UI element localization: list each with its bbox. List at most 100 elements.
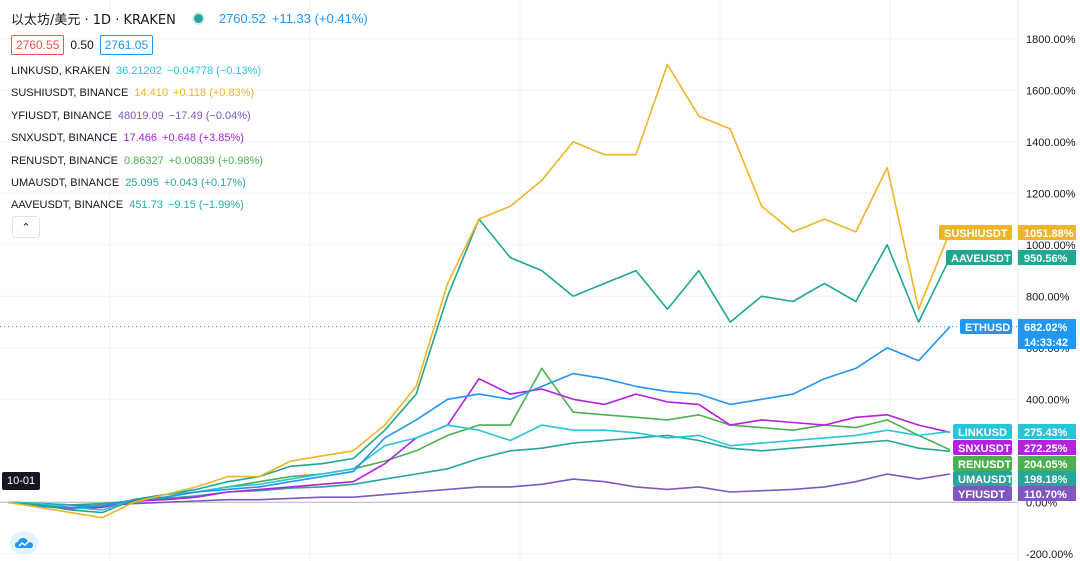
legend-row[interactable]: UMAUSDT, BINANCE 25.095 +0.043 (+0.17%) xyxy=(11,175,263,197)
eth-countdown-text: 14:33:42 xyxy=(1024,337,1068,349)
end-tag-umausdt: UMAUSDT 198.18% xyxy=(953,471,1076,486)
series-line-aaveusdt[interactable] xyxy=(7,218,951,514)
end-tag-value: 275.43% xyxy=(1024,427,1068,439)
series-line-ethusd[interactable] xyxy=(7,326,951,509)
legend-symbol: YFIUSDT, BINANCE xyxy=(11,109,112,122)
chevron-up-icon: ⌃ xyxy=(21,221,31,234)
chart-header: 以太坊/美元 · 1D · KRAKEN 2760.52 +11.33 (+0.… xyxy=(11,9,368,28)
end-tag-name: AAVEUSDT xyxy=(951,253,1011,265)
legend-symbol: SNXUSDT, BINANCE xyxy=(11,132,118,145)
end-tag-value: 950.56% xyxy=(1024,253,1068,265)
end-tag-name-box xyxy=(946,250,1012,265)
end-tag-name: LINKUSD xyxy=(958,427,1007,439)
legend-row[interactable]: SUSHIUSDT, BINANCE 14.410 +0.118 (+0.83%) xyxy=(11,85,263,107)
end-tag-name: SNXUSDT xyxy=(958,443,1011,455)
tradingview-cloud-icon[interactable] xyxy=(10,531,38,555)
series-line-sushiusdt[interactable] xyxy=(7,63,951,519)
end-tag-name: ETHUSD xyxy=(965,322,1010,334)
end-tag-value-box xyxy=(1018,319,1076,334)
legend-price: 14.410 xyxy=(134,87,169,100)
end-tag-value-box xyxy=(1018,456,1076,471)
legend-symbol: UMAUSDT, BINANCE xyxy=(11,176,120,189)
series-line-umausdt[interactable] xyxy=(7,434,951,506)
legend-change: −9.15 (−1.99%) xyxy=(167,199,244,212)
y-tick-label: 400.00% xyxy=(1026,394,1070,406)
eth-countdown-box xyxy=(1018,334,1076,349)
eth-countdown: 14:33:42 xyxy=(1018,334,1076,349)
end-tag-value-box xyxy=(1018,250,1076,265)
legend-price: 17.466 xyxy=(123,132,158,145)
end-tag-value: 110.70% xyxy=(1024,489,1067,501)
y-tick-label: 800.00% xyxy=(1026,291,1070,303)
end-tag-name-box xyxy=(953,486,1012,501)
legend-symbol: LINKUSD, KRAKEN xyxy=(11,65,111,77)
buy-price-button[interactable]: 2761.05 xyxy=(99,35,154,55)
end-tag-value-box xyxy=(1018,440,1076,455)
y-tick-label: 1200.00% xyxy=(1026,188,1076,200)
legend-row[interactable]: SNXUSDT, BINANCE 17.466 +0.648 (+3.85%) xyxy=(11,130,263,152)
end-tag-name: UMAUSDT xyxy=(958,474,1013,486)
sell-price-button[interactable]: 2760.55 xyxy=(11,35,65,55)
y-tick-label: -200.00% xyxy=(1026,549,1073,561)
legend-change: −17.49 (−0.04%) xyxy=(168,109,251,122)
end-tag-value: 198.18% xyxy=(1024,474,1068,486)
y-tick-label: 1000.00% xyxy=(1026,240,1076,252)
legend-row[interactable]: YFIUSDT, BINANCE 48019.09 −17.49 (−0.04%) xyxy=(11,108,263,130)
quote-row: 2760.55 0.50 2761.05 xyxy=(11,35,154,55)
y-tick-label: 1400.00% xyxy=(1026,137,1076,149)
legend-change: +0.648 (+3.85%) xyxy=(162,132,244,145)
legend-change: −0.04778 (−0.13%) xyxy=(166,65,262,77)
end-tag-value-box xyxy=(1018,424,1076,439)
end-tag-name: YFIUSDT xyxy=(958,489,1005,501)
series-line-yfiusdt[interactable] xyxy=(7,473,951,508)
series-legend: LINKUSD, KRAKEN 36.21202 −0.04778 (−0.13%)… xyxy=(11,63,263,220)
legend-symbol: RENUSDT, BINANCE xyxy=(11,154,118,167)
y-tick-label: 1800.00% xyxy=(1026,34,1076,46)
end-tag-ethusd: ETHUSD 682.02% xyxy=(960,319,1076,334)
end-tag-snxusdt: SNXUSDT 272.25% xyxy=(953,440,1076,455)
end-tag-name: RENUSDT xyxy=(958,459,1011,471)
legend-change: +0.118 (+0.83%) xyxy=(173,87,255,100)
legend-change: +0.043 (+0.17%) xyxy=(163,176,246,189)
end-tag-linkusd: LINKUSD 275.43% xyxy=(953,424,1076,439)
legend-price: 36.21202 xyxy=(116,65,162,77)
header-price: 2760.52 xyxy=(218,11,266,26)
end-tag-name-box xyxy=(960,319,1012,334)
end-tag-name: SUSHIUSDT xyxy=(944,228,1008,240)
market-status-icon xyxy=(191,12,205,25)
end-tag-value: 682.02% xyxy=(1024,322,1068,334)
legend-symbol: SUSHIUSDT, BINANCE xyxy=(11,87,129,100)
legend-symbol: AAVEUSDT, BINANCE xyxy=(11,199,124,212)
symbol-title[interactable]: 以太坊/美元 · 1D · KRAKEN xyxy=(11,13,176,28)
legend-price: 451.73 xyxy=(129,199,163,212)
legend-price: 48019.09 xyxy=(117,109,164,122)
end-tag-renusdt: RENUSDT 204.05% xyxy=(953,456,1076,471)
end-tag-name-box xyxy=(953,424,1012,439)
header-change: +11.33 (+0.41%) xyxy=(271,11,368,26)
legend-collapse-button[interactable]: ⌃ xyxy=(12,216,40,238)
legend-row[interactable]: AAVEUSDT, BINANCE 451.73 −9.15 (−1.99%) xyxy=(11,197,263,219)
legend-price: 0.86327 xyxy=(123,154,164,167)
crosshair-date-label: 10-01 xyxy=(2,472,41,490)
spread-value: 0.50 xyxy=(70,38,94,52)
y-tick-label: 1600.00% xyxy=(1026,85,1076,97)
end-tag-value: 204.05% xyxy=(1024,459,1068,471)
end-tag-value-box xyxy=(1018,225,1076,240)
end-tag-name-box xyxy=(953,471,1012,486)
end-tag-yfiusdt: YFIUSDT 110.70% xyxy=(953,486,1076,501)
end-tag-sushiusdt: SUSHIUSDT 1051.88% xyxy=(939,225,1076,240)
end-tag-aaveusdt: AAVEUSDT 950.56% xyxy=(946,250,1076,265)
legend-price: 25.095 xyxy=(125,176,159,189)
end-tag-name-box xyxy=(953,456,1012,471)
legend-row[interactable]: LINKUSD, KRAKEN 36.21202 −0.04778 (−0.13%) xyxy=(11,63,263,85)
legend-row[interactable]: RENUSDT, BINANCE 0.86327 +0.00839 (+0.98%) xyxy=(11,153,263,175)
end-tag-name-box xyxy=(953,440,1012,455)
end-tag-value-box xyxy=(1018,471,1076,486)
end-tag-name-box xyxy=(939,225,1012,240)
legend-change: +0.00839 (+0.98%) xyxy=(168,154,263,167)
end-tag-value: 272.25% xyxy=(1024,443,1068,455)
series-line-snxusdt[interactable] xyxy=(7,377,951,510)
end-tag-value: 1051.88% xyxy=(1024,228,1074,240)
